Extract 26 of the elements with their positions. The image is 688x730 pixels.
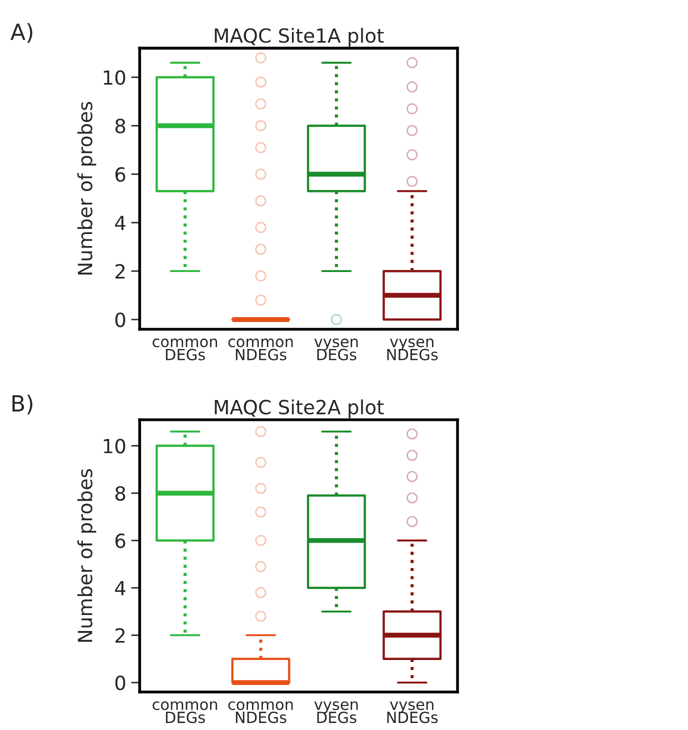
y-tick-label: 8 [115, 118, 126, 134]
y-tick-label: 6 [115, 167, 126, 182]
x-tick-label: common NDEGs [228, 701, 293, 724]
y-tick-label: 4 [115, 581, 126, 596]
y-tick-label: 0 [115, 312, 126, 328]
text: B) [12, 394, 32, 414]
y-tick-label: 0 [115, 676, 126, 690]
x-tick-label: common DEGs [152, 338, 218, 360]
x-tick-label: vysen DEGs [314, 338, 358, 360]
y-tick-label: 2 [116, 264, 125, 278]
x-tick-label: vysen NDEGs [387, 701, 438, 724]
x-tick-label: common DEGs [152, 701, 218, 724]
chart-title: MAQC Site1A plot [214, 28, 384, 47]
y-tick-label: 4 [115, 216, 126, 230]
y-tick-label: 6 [115, 533, 126, 548]
x-tick-label: common NDEGs [228, 338, 293, 360]
y-tick-label: 2 [116, 628, 125, 643]
text: A) [10, 23, 32, 43]
y-tick-label: 8 [115, 486, 126, 501]
x-tick-label: vysen NDEGs [387, 338, 438, 360]
y-tick-label: 10 [104, 70, 126, 85]
y-axis-title: Number of probes [77, 469, 96, 642]
y-tick-label: 10 [104, 438, 126, 454]
x-tick-label: vysen DEGs [314, 701, 358, 724]
y-axis-title: Number of probes [77, 102, 96, 275]
chart-title: MAQC Site2A plot [214, 399, 384, 418]
